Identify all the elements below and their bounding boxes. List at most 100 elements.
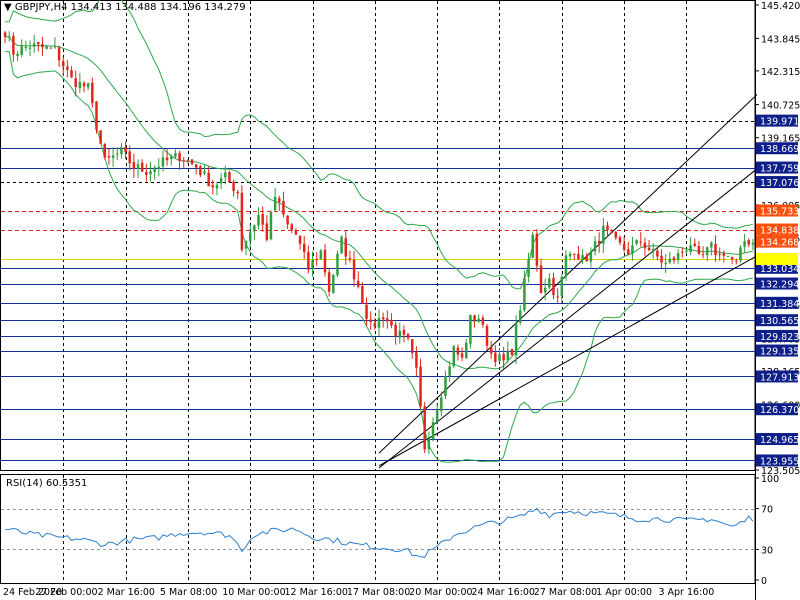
rsi-axis-label: 30 xyxy=(761,545,773,556)
time-axis-label: 24 Feb 2020 xyxy=(3,587,62,598)
trendline xyxy=(378,255,758,467)
levels-layer xyxy=(1,121,755,461)
candle-body xyxy=(57,47,61,61)
candle-body xyxy=(170,156,173,159)
time-axis-label: 3 Apr 16:00 xyxy=(658,587,714,598)
level-price-tag-bg xyxy=(756,370,798,383)
price-axis-label: 123.505 xyxy=(761,466,800,477)
candle-body xyxy=(477,318,480,322)
candle-body xyxy=(78,81,82,89)
candle-body xyxy=(120,147,123,155)
candle-body xyxy=(460,353,464,358)
candle-body xyxy=(635,240,638,244)
candle-body xyxy=(722,253,726,256)
candle-body xyxy=(315,258,318,261)
candle-body xyxy=(45,46,48,49)
candle-body xyxy=(298,235,302,244)
candle-body xyxy=(710,242,713,248)
candle-body xyxy=(278,198,281,203)
trendlines xyxy=(378,94,758,469)
candle-body xyxy=(685,250,688,252)
candle-body xyxy=(739,247,742,261)
candle-body xyxy=(423,406,426,450)
candle-body xyxy=(597,240,601,244)
candle-body xyxy=(398,330,402,338)
candle-body xyxy=(145,171,148,175)
candle-body xyxy=(240,192,244,250)
time-axis-label: 20 Mar 00:00 xyxy=(409,587,472,598)
level-price-tag: 133.034 xyxy=(760,264,799,275)
candle-body xyxy=(116,153,119,155)
candle-body xyxy=(498,354,501,361)
candle-body xyxy=(61,61,65,67)
candle-body xyxy=(311,260,314,270)
candle-body xyxy=(456,347,460,355)
lower-band-line xyxy=(5,51,753,463)
price-tags: 139.971 138.669 137.759 137.076 133.034 132.2… xyxy=(756,114,799,467)
candle-body xyxy=(107,156,111,158)
candle-body xyxy=(265,223,269,240)
candle-body xyxy=(302,243,306,253)
candle-body xyxy=(402,329,406,335)
time-axis-label: 12 Mar 16:00 xyxy=(285,587,348,598)
candle-body xyxy=(627,249,630,255)
level-price-tag: 139.971 xyxy=(760,117,799,128)
price-axis-label: 145.420 xyxy=(761,1,800,12)
candle-body xyxy=(689,245,692,252)
upper-band-line xyxy=(5,0,754,290)
time-axis-label: 17 Mar 08:00 xyxy=(347,587,410,598)
candle-body xyxy=(365,304,368,319)
candle-body xyxy=(556,296,559,298)
candle-body xyxy=(751,242,755,245)
candle-body xyxy=(190,159,194,164)
rsi-axis-label: 100 xyxy=(761,474,779,485)
candle-body xyxy=(381,317,385,320)
candle-body xyxy=(519,310,522,323)
candle-body xyxy=(32,43,36,47)
candle-body xyxy=(199,166,202,176)
candle-body xyxy=(726,255,730,257)
candle-body xyxy=(427,438,431,450)
time-axis-label: 2 Mar 16:00 xyxy=(98,587,155,598)
candle-body xyxy=(705,247,709,256)
candle-body xyxy=(643,242,647,249)
red-level-price-tag-bg xyxy=(756,204,798,217)
candle-body xyxy=(41,43,44,48)
candle-body xyxy=(406,333,410,339)
candle-body xyxy=(132,161,136,169)
candle-body xyxy=(91,82,94,104)
candle-body xyxy=(543,287,547,293)
candle-body xyxy=(286,215,289,225)
candle-body xyxy=(747,240,751,245)
candle-body xyxy=(539,265,543,293)
candle-body xyxy=(369,319,372,323)
candle-body xyxy=(581,255,584,260)
candle-body xyxy=(514,323,518,356)
candle-body xyxy=(602,225,605,244)
candle-body xyxy=(356,280,360,287)
candle-body xyxy=(440,397,443,412)
candle-body xyxy=(327,272,331,292)
candle-body xyxy=(161,157,165,167)
candle-body xyxy=(273,196,277,211)
candle-body xyxy=(647,247,651,251)
level-price-tag: 138.669 xyxy=(760,144,799,155)
candle-body xyxy=(660,255,663,263)
candle-body xyxy=(448,366,451,376)
candle-body xyxy=(124,147,127,153)
level-price-tag: 129.823 xyxy=(760,332,799,343)
candle-body xyxy=(527,259,530,277)
time-axis-label: 1 Apr 00:00 xyxy=(596,587,652,598)
candle-body xyxy=(410,339,414,354)
candle-body xyxy=(37,42,40,45)
candle-body xyxy=(560,276,564,296)
candle-body xyxy=(66,66,69,70)
price-axis-label: 142.315 xyxy=(761,67,800,78)
candle-body xyxy=(681,251,684,253)
candle-body xyxy=(489,346,493,354)
candle-body xyxy=(668,258,672,263)
candle-body xyxy=(149,171,152,175)
dropdown-triangle-icon[interactable]: ▼ xyxy=(4,2,12,13)
candle-body xyxy=(693,243,697,246)
